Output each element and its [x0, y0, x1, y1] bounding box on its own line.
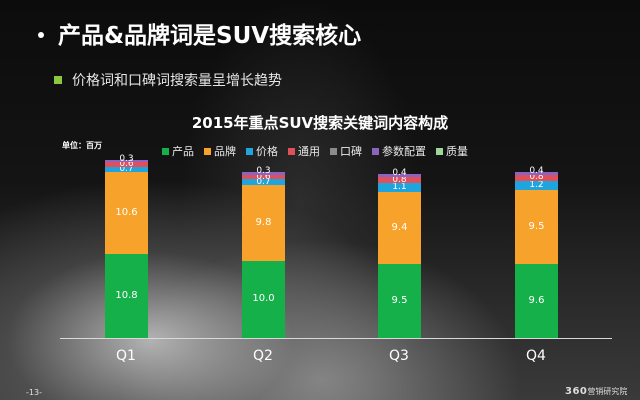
- data-label: 9.5: [391, 295, 408, 307]
- slide-subtitle: 价格词和口碑词搜索量呈增长趋势: [54, 70, 282, 90]
- bar-segment: 0.4: [515, 166, 558, 175]
- bar-segment: 9.5: [378, 264, 421, 338]
- data-label: 0.7: [119, 164, 134, 175]
- data-label: 9.5: [528, 220, 545, 232]
- legend-item: 口碑: [330, 143, 362, 159]
- bar-segment: 1.2: [515, 180, 558, 191]
- data-label: 1.1: [392, 181, 407, 192]
- chart-title: 2015年重点SUV搜索关键词内容构成: [191, 114, 449, 132]
- legend-label: 产品: [172, 145, 194, 158]
- bar-segment: 0.4: [378, 169, 421, 178]
- bar-segment: 9.6: [515, 263, 558, 338]
- brand-logo-text: 营销研究院: [587, 387, 628, 396]
- data-label: 9.8: [255, 216, 272, 228]
- bar-segment: 0.6: [242, 171, 285, 182]
- bar-q3: 9.5 9.4 1.1 0.8 0.4: [378, 169, 421, 338]
- x-tick-label: Q1: [116, 348, 136, 364]
- bar-q2: 10.0 9.8 0.7 0.6 0.3: [242, 167, 285, 338]
- legend-label: 品牌: [214, 145, 236, 158]
- legend-swatch-icon: [162, 147, 169, 155]
- bar-segment: 9.5: [515, 190, 558, 264]
- slide-title: 产品&品牌词是SUV搜索核心: [38, 16, 361, 50]
- data-label: 0.8: [392, 174, 407, 185]
- bar-segment: 0.6: [105, 159, 148, 170]
- legend-item: 品牌: [204, 143, 236, 159]
- x-tick-label: Q3: [389, 348, 409, 364]
- bar-segment: 0.7: [105, 164, 148, 175]
- data-label: 0.4: [529, 165, 544, 176]
- data-label: 0.8: [529, 172, 544, 183]
- x-tick-label: Q2: [253, 348, 273, 364]
- data-label: 10.8: [115, 290, 138, 302]
- unit-label: 单位：百万: [62, 141, 102, 150]
- legend-item: 通用: [288, 143, 320, 159]
- x-axis-line: [60, 338, 612, 339]
- data-label: 0.3: [119, 153, 134, 164]
- x-tick-label: Q4: [526, 348, 546, 364]
- legend-label: 口碑: [340, 145, 362, 158]
- brand-logo: 360营销研究院: [565, 386, 627, 397]
- bar-segment: 0.3: [105, 154, 148, 163]
- slide-title-text: 产品&品牌词是SUV搜索核心: [58, 23, 362, 49]
- bar-segment: 0.3: [242, 167, 285, 176]
- slide-subtitle-text: 价格词和口碑词搜索量呈增长趋势: [72, 73, 282, 89]
- bar-q1: 10.8 10.6 0.7 0.6 0.3: [105, 154, 148, 338]
- legend-swatch-icon: [288, 147, 295, 155]
- legend-label: 质量: [446, 145, 468, 158]
- bullet-dot-icon: [38, 31, 44, 38]
- legend-swatch-icon: [330, 147, 337, 155]
- bar-segment: 0.8: [378, 174, 421, 185]
- bar-q4: 9.6 9.5 1.2 0.8 0.4: [515, 166, 558, 338]
- data-label: 9.6: [528, 294, 545, 306]
- bar-segment: 9.4: [378, 191, 421, 265]
- data-label: 1.2: [529, 180, 544, 191]
- bar-segment: 10.0: [242, 260, 285, 338]
- bar-segment: 9.8: [242, 184, 285, 261]
- data-label: 10.0: [252, 293, 275, 305]
- legend-item: 价格: [246, 143, 278, 159]
- legend-swatch-icon: [204, 147, 211, 155]
- legend-item: 参数配置: [372, 143, 426, 159]
- legend-swatch-icon: [436, 147, 443, 155]
- legend-item: 产品: [162, 143, 194, 159]
- bar-segment: 10.6: [105, 172, 148, 255]
- data-label: 10.6: [115, 207, 138, 219]
- bar-segment: 0.8: [515, 172, 558, 183]
- legend-swatch-icon: [246, 147, 253, 155]
- page-number: -13-: [26, 388, 42, 397]
- data-label: 0.6: [256, 171, 271, 182]
- bar-segment: 0.7: [242, 176, 285, 187]
- chart-legend: 产品 品牌 价格 通用 口碑 参数配置 质量: [162, 143, 468, 159]
- data-label: 0.6: [119, 159, 134, 170]
- brand-logo-mark: 360: [565, 386, 588, 397]
- legend-item: 质量: [436, 143, 468, 159]
- legend-label: 参数配置: [382, 145, 426, 158]
- data-label: 0.4: [392, 168, 407, 178]
- data-label: 0.3: [256, 166, 271, 177]
- plot-area: 10.8 10.6 0.7 0.6 0.3 10.0 9.8 0.7 0.6 0.3 9.5 9.4 1…: [60, 150, 610, 338]
- bullet-square-icon: [54, 76, 62, 84]
- bar-segment: 1.1: [378, 181, 421, 192]
- legend-label: 通用: [298, 145, 320, 158]
- legend-label: 价格: [256, 145, 278, 158]
- legend-swatch-icon: [372, 147, 379, 155]
- data-label: 0.7: [256, 176, 271, 187]
- data-label: 9.4: [391, 222, 408, 234]
- bar-segment: 10.8: [105, 254, 148, 338]
